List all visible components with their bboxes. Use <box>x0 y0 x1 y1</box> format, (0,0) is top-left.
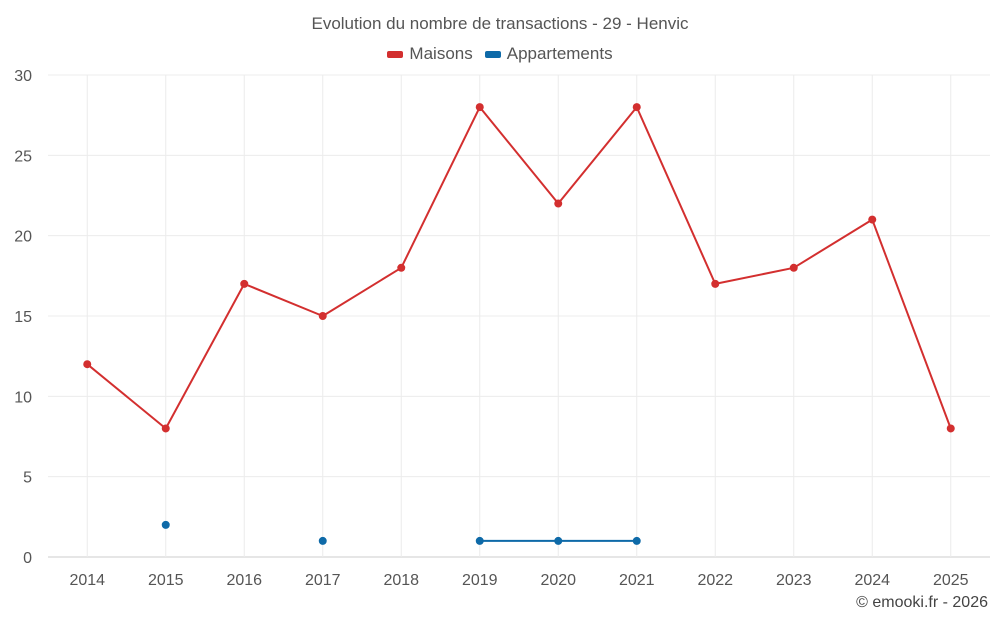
data-point-appartements <box>318 536 327 545</box>
legend: Maisons Appartements <box>0 44 1000 64</box>
data-point-maisons <box>475 103 484 112</box>
x-tick-label: 2022 <box>697 572 733 589</box>
data-point-maisons <box>318 312 327 320</box>
legend-label-maisons: Maisons <box>409 44 473 63</box>
data-point-maisons <box>397 263 406 272</box>
data-point-maisons <box>240 279 249 288</box>
data-point-maisons <box>868 215 877 224</box>
y-tick-label: 10 <box>14 389 32 406</box>
y-tick-label: 30 <box>14 68 32 85</box>
y-tick-label: 25 <box>14 148 32 165</box>
data-point-maisons <box>83 360 92 369</box>
data-point-maisons <box>632 103 641 112</box>
data-point-maisons <box>161 424 170 433</box>
x-tick-label: 2014 <box>69 572 105 589</box>
x-tick-label: 2017 <box>305 572 341 589</box>
series-line-maisons <box>86 106 952 430</box>
x-tick-label: 2021 <box>619 572 655 589</box>
legend-item-maisons[interactable]: Maisons <box>387 44 473 64</box>
data-point-appartements <box>475 536 484 545</box>
data-point-maisons <box>554 199 563 208</box>
legend-swatch-maisons <box>387 50 404 58</box>
data-point-maisons <box>711 279 720 288</box>
data-point-appartements <box>554 536 563 545</box>
x-tick-label: 2020 <box>540 572 576 589</box>
data-point-appartements <box>632 536 641 545</box>
legend-swatch-appartements <box>484 50 501 58</box>
x-tick-label: 2016 <box>226 572 262 589</box>
x-tick-label: 2023 <box>776 572 812 589</box>
x-tick-label: 2018 <box>383 572 419 589</box>
data-point-maisons <box>789 263 798 272</box>
y-tick-label: 0 <box>23 550 32 567</box>
chart-title: Evolution du nombre de transactions - 29… <box>311 14 689 33</box>
data-point-maisons <box>946 424 955 433</box>
legend-label-appartements: Appartements <box>506 44 613 63</box>
x-tick-label: 2025 <box>933 572 969 589</box>
credit: © emooki.fr - 2026 <box>856 594 988 611</box>
y-tick-label: 5 <box>23 470 32 487</box>
y-tick-label: 15 <box>14 309 32 326</box>
x-tick-label: 2024 <box>854 572 890 589</box>
legend-item-appartements[interactable]: Appartements <box>484 44 613 64</box>
x-tick-label: 2019 <box>462 572 498 589</box>
x-tick-label: 2015 <box>148 572 184 589</box>
data-point-appartements <box>161 520 170 529</box>
y-tick-label: 20 <box>14 229 32 246</box>
